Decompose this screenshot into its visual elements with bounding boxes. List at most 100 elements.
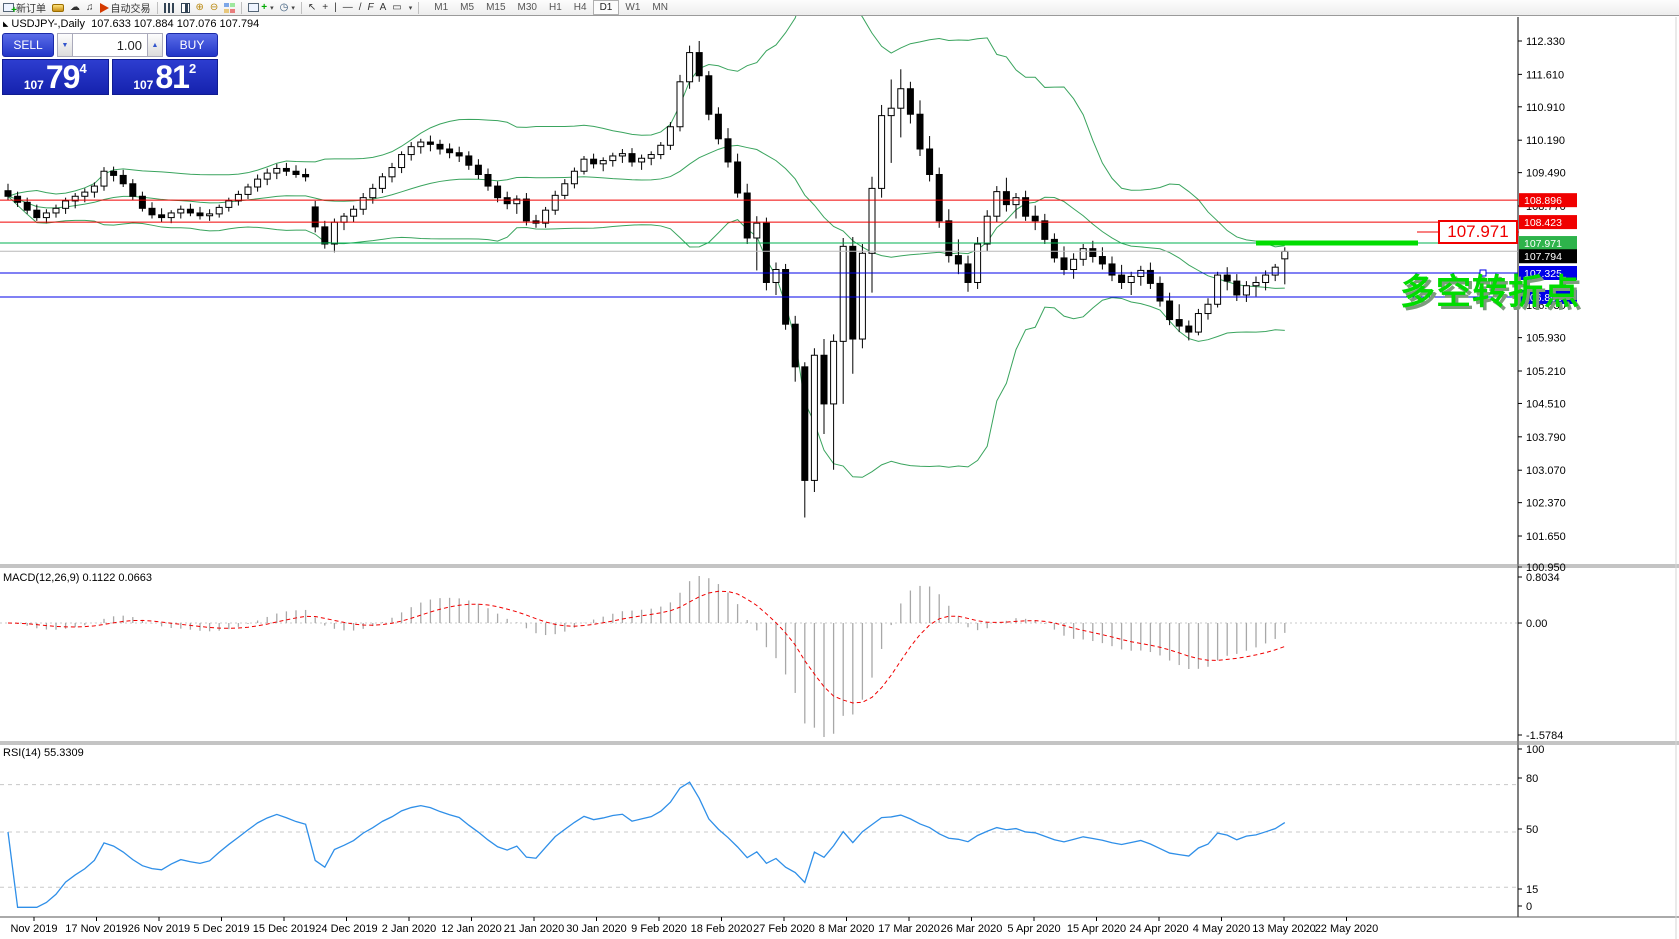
sound-button[interactable]: ♫ bbox=[83, 0, 97, 15]
zoom-in-button[interactable]: ⊕ bbox=[193, 0, 207, 15]
crosshair-tool-button[interactable]: + bbox=[319, 0, 331, 15]
svg-text:5 Apr 2020: 5 Apr 2020 bbox=[1007, 923, 1060, 935]
autotrade-label: 自动交易 bbox=[110, 4, 151, 15]
candle bbox=[90, 185, 98, 193]
cloud-icon: ☁ bbox=[70, 1, 80, 13]
tf-m30-button[interactable]: M30 bbox=[517, 2, 537, 13]
candle bbox=[110, 170, 118, 176]
buy-button[interactable]: BUY bbox=[166, 33, 218, 57]
new-order-button[interactable]: 新订单 bbox=[0, 0, 49, 16]
trendline-tool-button[interactable]: / bbox=[356, 0, 365, 15]
candle bbox=[33, 209, 41, 219]
candle bbox=[868, 187, 876, 254]
candle bbox=[705, 75, 713, 115]
fibo-tool-button[interactable]: F bbox=[365, 0, 377, 15]
cursor-tool-button[interactable]: ↖ bbox=[305, 0, 319, 15]
macd-pane: 0.8034 0.00 -1.5784 bbox=[0, 572, 1563, 742]
candle bbox=[138, 195, 146, 209]
candle bbox=[734, 161, 742, 194]
candle bbox=[1041, 220, 1049, 240]
sell-price-pip: 4 bbox=[79, 61, 87, 76]
svg-text:50: 50 bbox=[1526, 824, 1538, 836]
add-indicator-button[interactable]: + ▾ bbox=[245, 0, 276, 15]
sell-button[interactable]: SELL bbox=[2, 33, 54, 57]
candle bbox=[993, 191, 1001, 217]
autotrade-button[interactable]: 自动交易 bbox=[97, 0, 154, 15]
trendline-icon: / bbox=[358, 1, 362, 13]
separator bbox=[418, 1, 420, 14]
zoom-in-icon: ⊕ bbox=[195, 1, 204, 13]
candle bbox=[1070, 258, 1078, 271]
svg-text:104.510: 104.510 bbox=[1526, 398, 1566, 410]
new-order-icon bbox=[3, 3, 17, 16]
svg-text:13 May 2020: 13 May 2020 bbox=[1252, 923, 1316, 935]
candle bbox=[906, 88, 914, 115]
candle bbox=[455, 152, 463, 157]
vline-tool-button[interactable]: | bbox=[331, 0, 340, 15]
candle bbox=[772, 269, 780, 283]
tf-d1-button[interactable]: D1 bbox=[592, 0, 620, 15]
rsi-pane: 100 80 50 15 0 bbox=[0, 744, 1544, 913]
candle bbox=[839, 245, 847, 342]
volume-decrease-button[interactable]: ▼ bbox=[57, 33, 73, 57]
text-tool-button[interactable]: A bbox=[377, 0, 390, 15]
candle bbox=[666, 126, 674, 146]
candle bbox=[446, 148, 454, 154]
svg-text:24 Apr 2020: 24 Apr 2020 bbox=[1129, 923, 1188, 935]
volume-increase-button[interactable]: ▲ bbox=[147, 33, 163, 57]
candle bbox=[1194, 313, 1202, 333]
turning-point-annotation[interactable]: 多空转折点 bbox=[1400, 273, 1581, 312]
volume-input[interactable]: 1.00 bbox=[73, 33, 147, 57]
hline-icon: — bbox=[342, 1, 353, 13]
shapes-button[interactable]: ▾ bbox=[405, 0, 416, 15]
candle bbox=[551, 194, 559, 211]
chart-bars-button[interactable] bbox=[161, 0, 178, 15]
tf-w1-button[interactable]: W1 bbox=[625, 2, 641, 13]
chart-candles-button[interactable] bbox=[178, 0, 193, 15]
sell-price-display[interactable]: 107 79 4 bbox=[2, 59, 109, 95]
period-button[interactable]: ◷ ▾ bbox=[277, 0, 298, 15]
tf-m1-button[interactable]: M1 bbox=[434, 2, 449, 13]
svg-text:110.910: 110.910 bbox=[1526, 102, 1565, 114]
cloud-button[interactable]: ☁ bbox=[67, 0, 83, 15]
line-handle bbox=[1479, 293, 1487, 301]
tf-m5-button[interactable]: M5 bbox=[460, 2, 475, 13]
chart-frame bbox=[0, 17, 1679, 939]
tile-windows-button[interactable] bbox=[221, 0, 238, 15]
tf-m15-button[interactable]: M15 bbox=[486, 2, 506, 13]
date-axis: Nov 2019 17 Nov 2019 26 Nov 2019 5 Dec 2019… bbox=[10, 917, 1378, 935]
chevron-down-icon: ▾ bbox=[270, 4, 274, 12]
candle bbox=[638, 157, 646, 163]
separator bbox=[300, 1, 302, 14]
gold-button[interactable] bbox=[49, 0, 67, 15]
tf-mn-button[interactable]: MN bbox=[652, 2, 668, 13]
megaphone-icon bbox=[99, 2, 109, 13]
level-lines[interactable]: 108.896108.423107.971107.794107.325106.8… bbox=[0, 193, 1577, 304]
svg-text:9 Feb 2020: 9 Feb 2020 bbox=[631, 923, 687, 935]
price-level-callout[interactable]: 107.971 bbox=[1438, 220, 1518, 244]
svg-text:103.790: 103.790 bbox=[1526, 432, 1566, 444]
candle bbox=[1098, 256, 1106, 265]
candle bbox=[945, 220, 953, 257]
sell-price-big: 79 bbox=[45, 59, 81, 95]
candle bbox=[484, 173, 492, 187]
chart-title: ◣ USDJPY-,Daily 107.633 107.884 107.076 1… bbox=[3, 18, 259, 30]
separator bbox=[241, 1, 243, 14]
candle bbox=[417, 141, 425, 148]
candle bbox=[71, 195, 79, 202]
zoom-out-button[interactable]: ⊖ bbox=[207, 0, 221, 15]
tf-h4-button[interactable]: H4 bbox=[573, 2, 587, 13]
candle bbox=[647, 154, 655, 159]
tf-h1-button[interactable]: H1 bbox=[548, 2, 562, 13]
label-tool-button[interactable]: ▭ bbox=[389, 0, 404, 15]
candle bbox=[810, 354, 818, 481]
buy-price-display[interactable]: 107 81 2 bbox=[111, 59, 218, 95]
svg-text:80: 80 bbox=[1526, 773, 1538, 785]
candle bbox=[186, 208, 194, 214]
candle bbox=[62, 200, 70, 209]
svg-text:18 Feb 2020: 18 Feb 2020 bbox=[691, 923, 753, 935]
hline-tool-button[interactable]: — bbox=[340, 0, 356, 15]
separator bbox=[156, 1, 158, 14]
sell-price-prefix: 107 bbox=[23, 78, 44, 92]
